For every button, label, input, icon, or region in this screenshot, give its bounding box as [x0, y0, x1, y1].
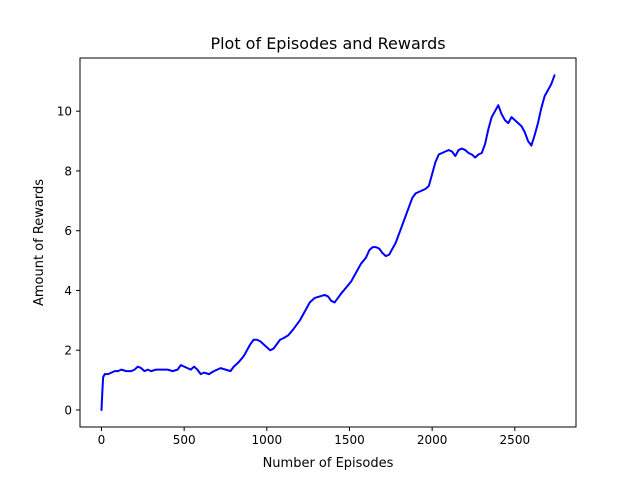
- x-tick-label: 0: [98, 433, 106, 447]
- y-tick-label: 10: [57, 105, 72, 119]
- y-axis-label: Amount of Rewards: [32, 179, 47, 306]
- rewards-series-line: [100, 74, 556, 411]
- x-axis-label: Number of Episodes: [263, 456, 394, 471]
- plot-area: [100, 74, 556, 411]
- x-tick-label: 2000: [417, 433, 448, 447]
- x-tick-label: 500: [173, 433, 196, 447]
- x-tick-label: 2500: [500, 433, 531, 447]
- x-tick-label: 1500: [334, 433, 365, 447]
- x-axis: 0 500 1000 1500 2000 2500: [98, 427, 530, 447]
- y-axis: 0 2 4 6 8 10: [57, 105, 80, 417]
- y-tick-label: 0: [64, 403, 72, 417]
- plot-frame: [79, 57, 577, 428]
- y-tick-label: 2: [64, 344, 72, 358]
- y-tick-label: 4: [64, 284, 72, 298]
- y-tick-label: 6: [64, 224, 72, 238]
- x-tick-label: 1000: [252, 433, 283, 447]
- chart-title: Plot of Episodes and Rewards: [210, 34, 445, 53]
- y-tick-label: 8: [64, 164, 72, 178]
